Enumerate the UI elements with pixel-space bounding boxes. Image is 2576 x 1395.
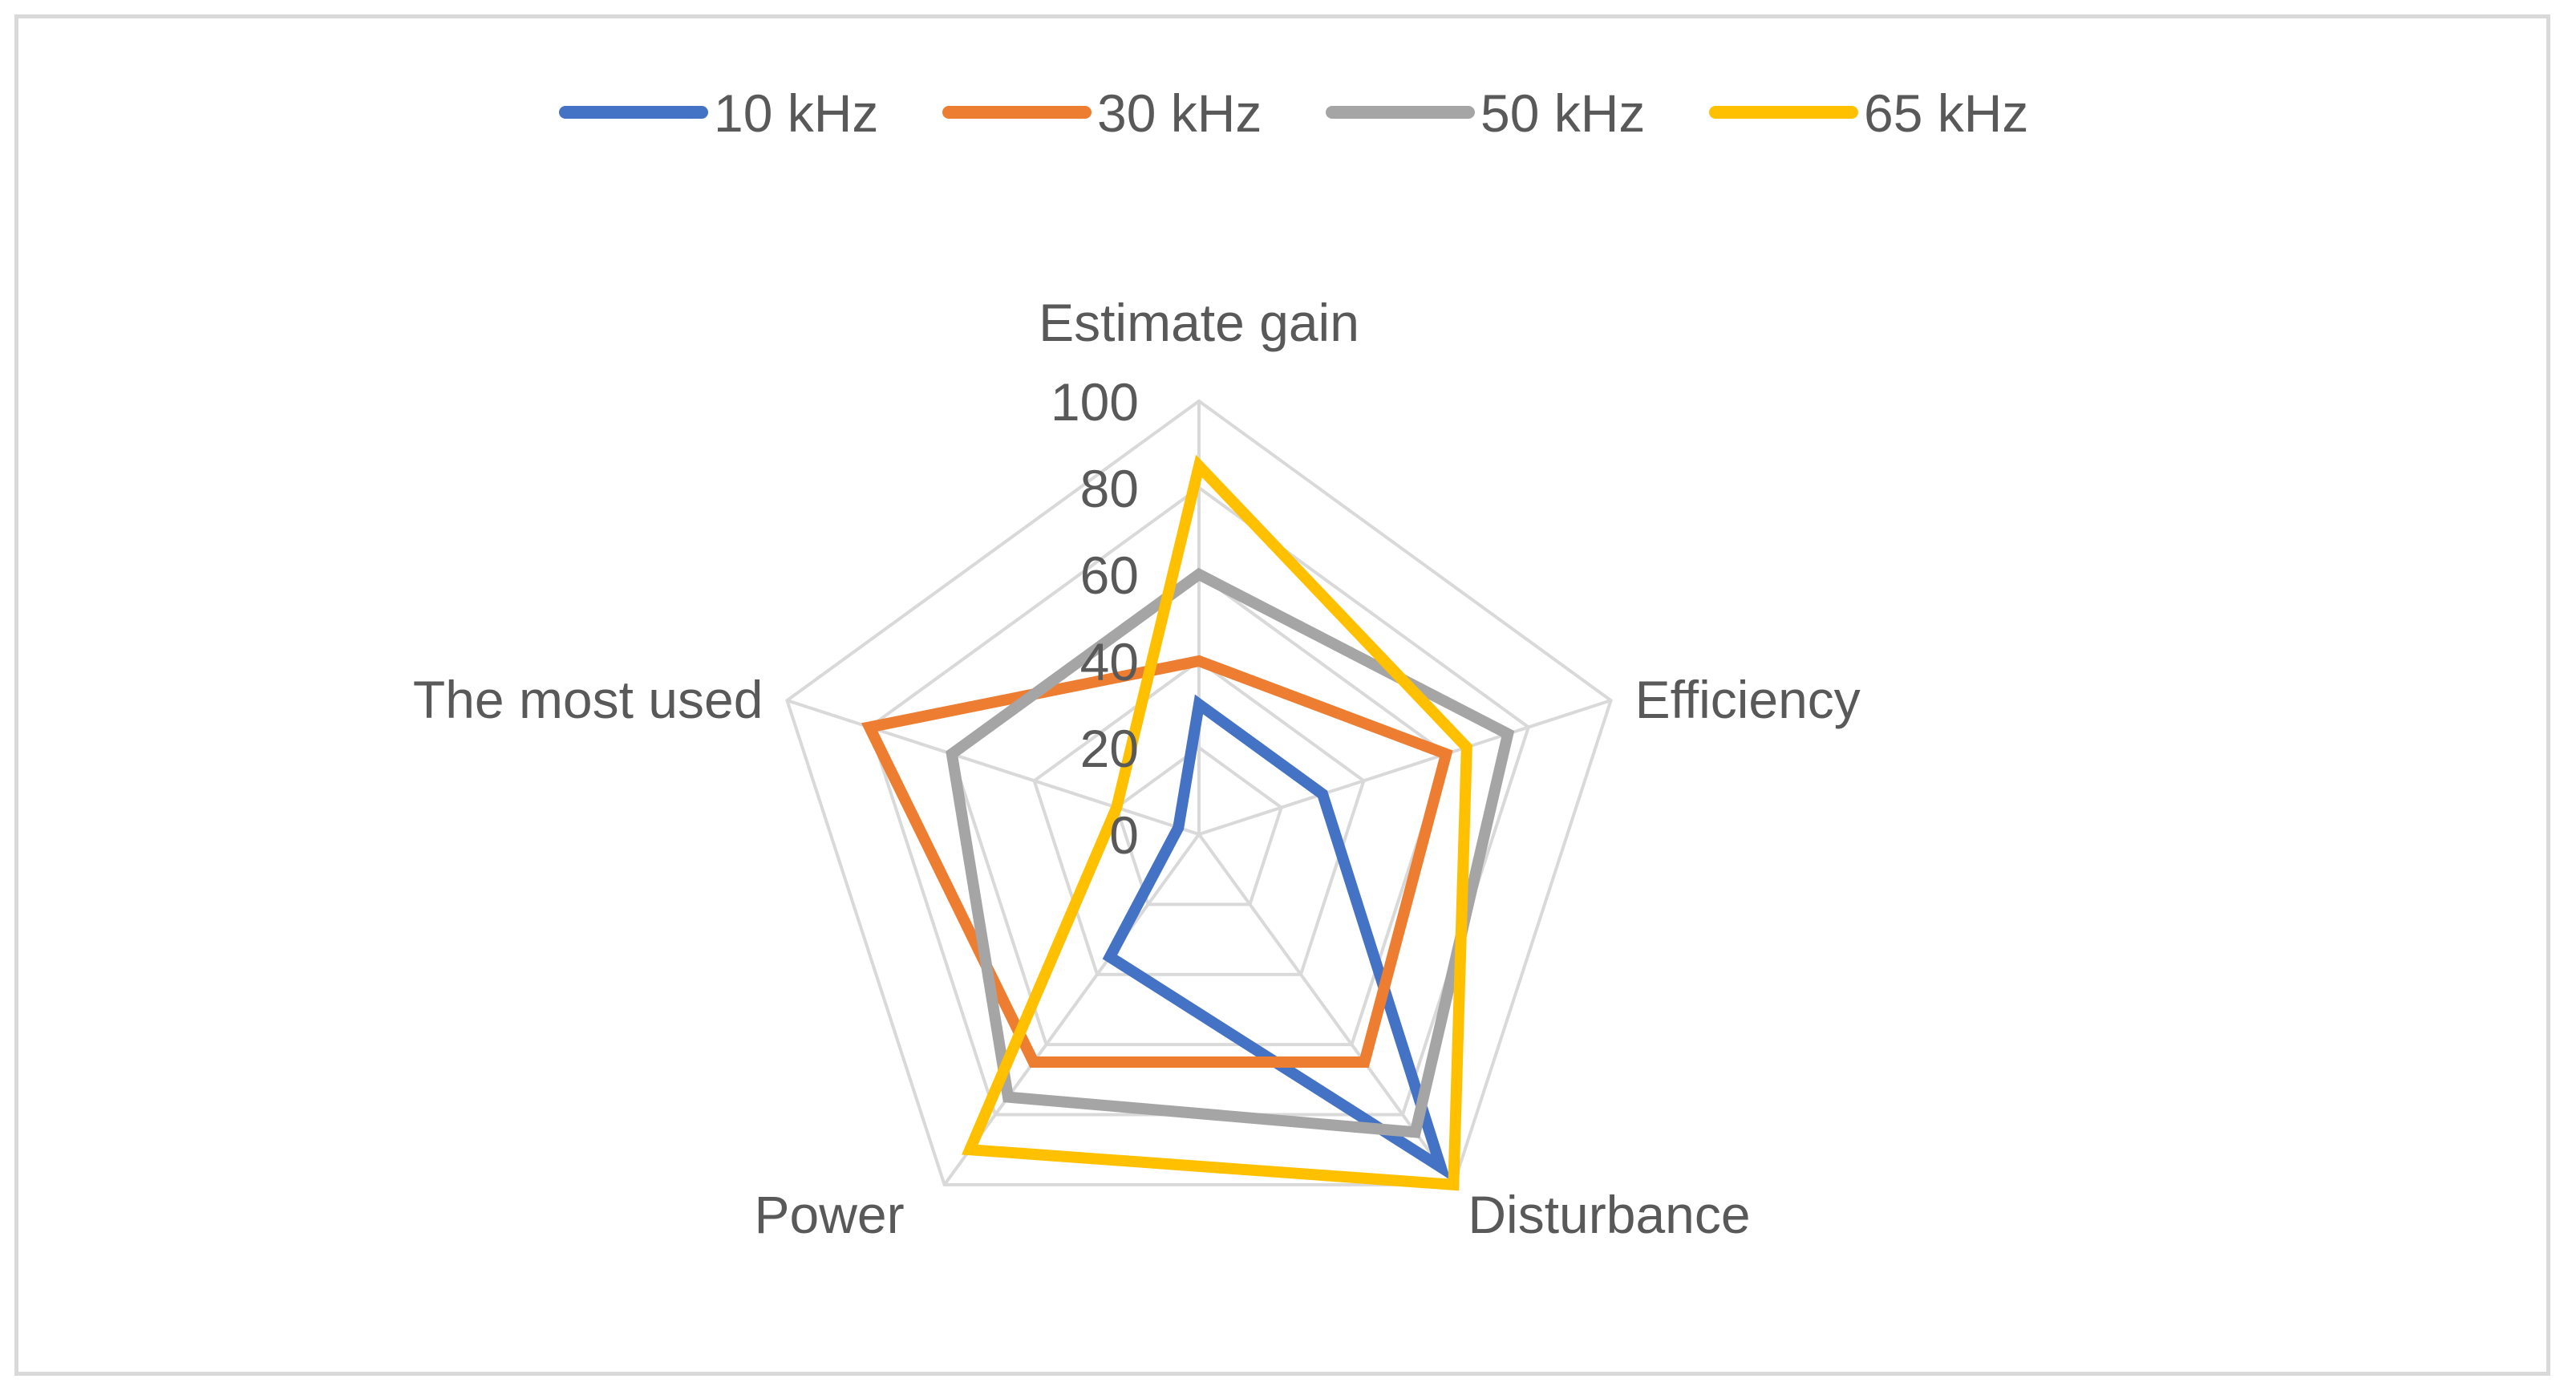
series-65-khz bbox=[962, 454, 1472, 1191]
legend-label-50-khz: 50 kHz bbox=[1480, 83, 1645, 143]
grid-ring-20 bbox=[1114, 745, 1284, 906]
legend-item-65-khz: 65 kHz bbox=[1709, 83, 2028, 143]
grid-ring-100 bbox=[785, 399, 1613, 1186]
tick-label-80: 80 bbox=[1080, 459, 1139, 518]
axis-label-efficiency: Efficiency bbox=[1635, 670, 1861, 729]
axis-label-disturbance: Disturbance bbox=[1468, 1185, 1750, 1244]
legend-label-65-khz: 65 kHz bbox=[1864, 83, 2028, 143]
axis-labels: Estimate gain Efficiency Disturbance Power T… bbox=[413, 293, 1861, 1244]
legend-item-50-khz: 50 kHz bbox=[1326, 83, 1645, 143]
series-group bbox=[861, 454, 1515, 1191]
series-line-50-khz bbox=[946, 567, 1515, 1138]
tick-label-40: 40 bbox=[1080, 632, 1139, 691]
tick-label-60: 60 bbox=[1080, 545, 1139, 605]
legend-label-30-khz: 30 kHz bbox=[1097, 83, 1262, 143]
grid-ring-40 bbox=[1032, 659, 1366, 976]
legend: 10 kHz 30 kHz 50 kHz 65 kHz bbox=[559, 83, 2028, 143]
legend-item-30-khz: 30 kHz bbox=[942, 83, 1262, 143]
series-50-khz bbox=[946, 567, 1515, 1138]
axis-label-the-most-used: The most used bbox=[413, 670, 763, 729]
series-line-30-khz bbox=[861, 655, 1453, 1068]
tick-labels: 0 20 40 60 80 100 bbox=[1051, 372, 1139, 865]
axis-label-power: Power bbox=[755, 1185, 905, 1244]
spoke-efficiency bbox=[1198, 699, 1612, 836]
spoke-power bbox=[942, 833, 1201, 1186]
tick-label-100: 100 bbox=[1051, 372, 1139, 432]
legend-item-10-khz: 10 kHz bbox=[559, 83, 878, 143]
tick-label-0: 0 bbox=[1109, 805, 1139, 865]
legend-label-10-khz: 10 kHz bbox=[714, 83, 878, 143]
spoke-the-most-used bbox=[786, 699, 1200, 836]
series-line-65-khz bbox=[962, 454, 1472, 1191]
series-30-khz bbox=[861, 655, 1453, 1068]
tick-label-20: 20 bbox=[1080, 719, 1139, 778]
axis-label-estimate-gain: Estimate gain bbox=[1039, 293, 1359, 352]
